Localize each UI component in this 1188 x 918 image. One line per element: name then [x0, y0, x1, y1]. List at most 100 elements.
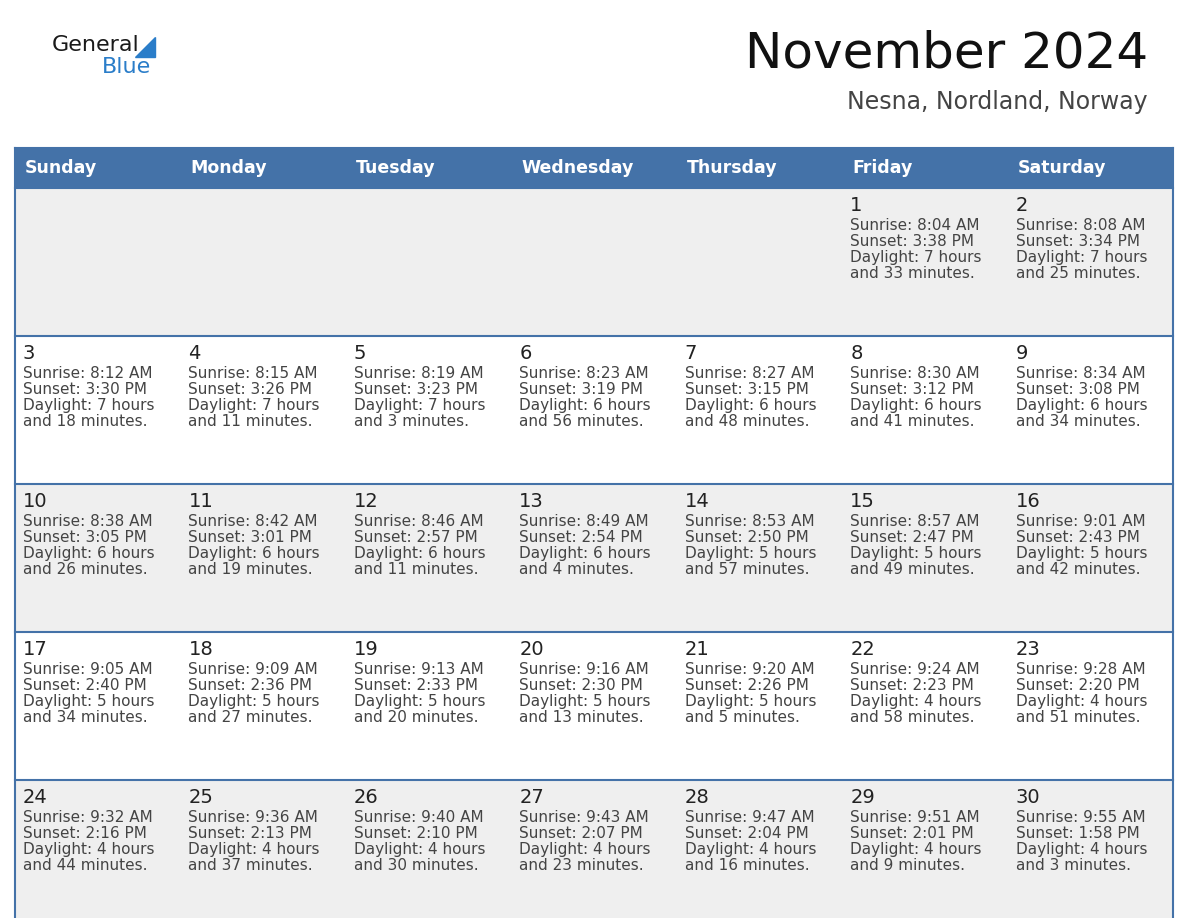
Text: Sunrise: 9:47 AM: Sunrise: 9:47 AM: [684, 810, 814, 825]
Text: Daylight: 4 hours: Daylight: 4 hours: [851, 842, 981, 857]
Text: Daylight: 6 hours: Daylight: 6 hours: [1016, 398, 1148, 413]
Text: and 13 minutes.: and 13 minutes.: [519, 710, 644, 725]
Text: Sunrise: 8:34 AM: Sunrise: 8:34 AM: [1016, 366, 1145, 381]
Text: Sunset: 3:19 PM: Sunset: 3:19 PM: [519, 382, 643, 397]
Text: and 4 minutes.: and 4 minutes.: [519, 562, 634, 577]
Text: and 42 minutes.: and 42 minutes.: [1016, 562, 1140, 577]
Text: 9: 9: [1016, 344, 1028, 363]
Text: Sunset: 2:26 PM: Sunset: 2:26 PM: [684, 678, 809, 693]
Text: Sunrise: 8:49 AM: Sunrise: 8:49 AM: [519, 514, 649, 529]
Text: and 37 minutes.: and 37 minutes.: [189, 858, 314, 873]
Text: Friday: Friday: [852, 159, 912, 177]
Text: 21: 21: [684, 640, 709, 659]
Text: 18: 18: [189, 640, 213, 659]
Text: Sunset: 2:54 PM: Sunset: 2:54 PM: [519, 530, 643, 545]
Text: and 34 minutes.: and 34 minutes.: [1016, 414, 1140, 429]
Text: Sunset: 2:36 PM: Sunset: 2:36 PM: [189, 678, 312, 693]
Text: Sunset: 2:20 PM: Sunset: 2:20 PM: [1016, 678, 1139, 693]
Text: Sunset: 3:05 PM: Sunset: 3:05 PM: [23, 530, 147, 545]
Text: Sunrise: 9:20 AM: Sunrise: 9:20 AM: [684, 662, 814, 677]
Text: and 44 minutes.: and 44 minutes.: [23, 858, 147, 873]
Text: Daylight: 5 hours: Daylight: 5 hours: [684, 546, 816, 561]
Text: and 5 minutes.: and 5 minutes.: [684, 710, 800, 725]
Text: Sunset: 3:38 PM: Sunset: 3:38 PM: [851, 234, 974, 249]
Text: Daylight: 6 hours: Daylight: 6 hours: [851, 398, 981, 413]
Text: Daylight: 4 hours: Daylight: 4 hours: [189, 842, 320, 857]
Text: and 23 minutes.: and 23 minutes.: [519, 858, 644, 873]
Text: Sunrise: 8:08 AM: Sunrise: 8:08 AM: [1016, 218, 1145, 233]
Text: Daylight: 6 hours: Daylight: 6 hours: [684, 398, 816, 413]
Text: 4: 4: [189, 344, 201, 363]
Bar: [15, 632, 1173, 780]
Text: 15: 15: [851, 492, 876, 511]
Text: 14: 14: [684, 492, 709, 511]
Text: and 18 minutes.: and 18 minutes.: [23, 414, 147, 429]
Text: Daylight: 4 hours: Daylight: 4 hours: [1016, 694, 1148, 709]
Text: 7: 7: [684, 344, 697, 363]
Text: Sunset: 2:57 PM: Sunset: 2:57 PM: [354, 530, 478, 545]
Bar: [15, 484, 1173, 632]
Text: 27: 27: [519, 788, 544, 807]
Text: and 57 minutes.: and 57 minutes.: [684, 562, 809, 577]
Text: and 25 minutes.: and 25 minutes.: [1016, 266, 1140, 281]
Text: and 58 minutes.: and 58 minutes.: [851, 710, 974, 725]
Text: and 19 minutes.: and 19 minutes.: [189, 562, 314, 577]
Text: Daylight: 6 hours: Daylight: 6 hours: [23, 546, 154, 561]
Text: and 48 minutes.: and 48 minutes.: [684, 414, 809, 429]
Text: Sunrise: 8:46 AM: Sunrise: 8:46 AM: [354, 514, 484, 529]
Text: Sunrise: 8:57 AM: Sunrise: 8:57 AM: [851, 514, 980, 529]
Text: Sunset: 3:15 PM: Sunset: 3:15 PM: [684, 382, 809, 397]
Text: 19: 19: [354, 640, 379, 659]
Text: 8: 8: [851, 344, 862, 363]
Text: Daylight: 5 hours: Daylight: 5 hours: [684, 694, 816, 709]
Text: 17: 17: [23, 640, 48, 659]
Text: Daylight: 5 hours: Daylight: 5 hours: [354, 694, 486, 709]
Text: Sunrise: 9:16 AM: Sunrise: 9:16 AM: [519, 662, 649, 677]
Text: 5: 5: [354, 344, 366, 363]
Text: Sunset: 3:08 PM: Sunset: 3:08 PM: [1016, 382, 1139, 397]
Text: Sunset: 3:30 PM: Sunset: 3:30 PM: [23, 382, 147, 397]
Text: Sunrise: 8:42 AM: Sunrise: 8:42 AM: [189, 514, 318, 529]
Text: Sunrise: 8:23 AM: Sunrise: 8:23 AM: [519, 366, 649, 381]
Text: Daylight: 4 hours: Daylight: 4 hours: [1016, 842, 1148, 857]
Text: Sunset: 2:40 PM: Sunset: 2:40 PM: [23, 678, 147, 693]
Text: 3: 3: [23, 344, 36, 363]
Text: 29: 29: [851, 788, 874, 807]
Text: Daylight: 7 hours: Daylight: 7 hours: [23, 398, 154, 413]
Text: Daylight: 4 hours: Daylight: 4 hours: [354, 842, 486, 857]
Text: 2: 2: [1016, 196, 1028, 215]
Text: Daylight: 7 hours: Daylight: 7 hours: [851, 250, 981, 265]
Text: Sunset: 3:23 PM: Sunset: 3:23 PM: [354, 382, 478, 397]
Text: Daylight: 6 hours: Daylight: 6 hours: [519, 398, 651, 413]
Text: Sunrise: 8:27 AM: Sunrise: 8:27 AM: [684, 366, 814, 381]
Text: Daylight: 4 hours: Daylight: 4 hours: [519, 842, 651, 857]
Text: Sunrise: 8:19 AM: Sunrise: 8:19 AM: [354, 366, 484, 381]
Text: and 20 minutes.: and 20 minutes.: [354, 710, 479, 725]
Text: November 2024: November 2024: [745, 30, 1148, 78]
Text: Sunrise: 8:04 AM: Sunrise: 8:04 AM: [851, 218, 980, 233]
Text: Sunrise: 8:30 AM: Sunrise: 8:30 AM: [851, 366, 980, 381]
Text: Thursday: Thursday: [687, 159, 777, 177]
Text: 30: 30: [1016, 788, 1041, 807]
Text: Sunrise: 9:13 AM: Sunrise: 9:13 AM: [354, 662, 484, 677]
Text: Daylight: 4 hours: Daylight: 4 hours: [684, 842, 816, 857]
Text: Wednesday: Wednesday: [522, 159, 633, 177]
Text: Daylight: 5 hours: Daylight: 5 hours: [23, 694, 154, 709]
Text: Sunset: 2:16 PM: Sunset: 2:16 PM: [23, 826, 147, 841]
Text: Sunset: 3:34 PM: Sunset: 3:34 PM: [1016, 234, 1139, 249]
Text: Sunset: 2:30 PM: Sunset: 2:30 PM: [519, 678, 643, 693]
Text: Sunset: 3:12 PM: Sunset: 3:12 PM: [851, 382, 974, 397]
Text: Sunset: 2:13 PM: Sunset: 2:13 PM: [189, 826, 312, 841]
Text: Sunrise: 9:28 AM: Sunrise: 9:28 AM: [1016, 662, 1145, 677]
Text: and 3 minutes.: and 3 minutes.: [1016, 858, 1131, 873]
Text: Daylight: 6 hours: Daylight: 6 hours: [189, 546, 320, 561]
Text: Blue: Blue: [102, 57, 151, 77]
Text: 13: 13: [519, 492, 544, 511]
Text: Tuesday: Tuesday: [356, 159, 436, 177]
Text: Daylight: 5 hours: Daylight: 5 hours: [1016, 546, 1148, 561]
Text: Daylight: 4 hours: Daylight: 4 hours: [23, 842, 154, 857]
Bar: [15, 188, 1173, 336]
Text: and 11 minutes.: and 11 minutes.: [189, 414, 312, 429]
Text: and 27 minutes.: and 27 minutes.: [189, 710, 312, 725]
Text: Sunrise: 9:40 AM: Sunrise: 9:40 AM: [354, 810, 484, 825]
